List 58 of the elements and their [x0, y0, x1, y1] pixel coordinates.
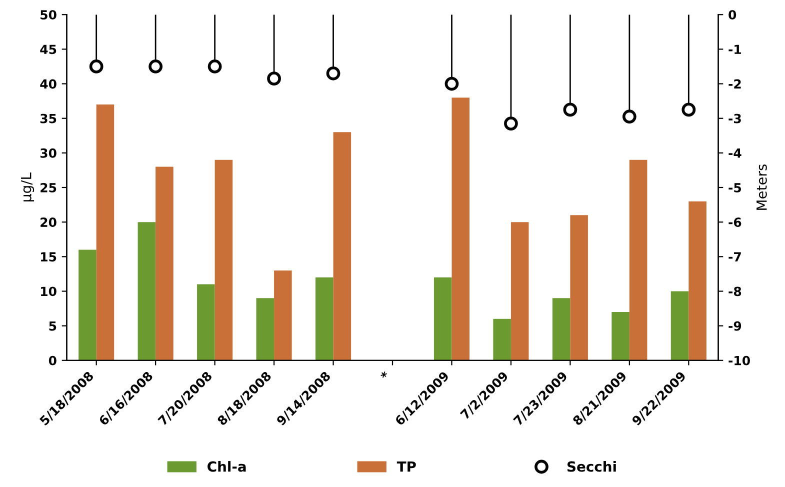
bar — [214, 160, 233, 360]
bar — [688, 201, 706, 360]
y-tick-label: 35 — [40, 114, 56, 124]
bar — [274, 270, 292, 360]
point — [444, 76, 459, 91]
y-tick-label: 0 — [48, 356, 56, 366]
y2-tick-label: -9 — [728, 321, 742, 331]
bar — [552, 298, 570, 360]
point — [267, 72, 281, 86]
bar — [197, 284, 215, 360]
y2-tick-label: -10 — [728, 356, 750, 366]
point — [622, 110, 636, 124]
bar — [96, 104, 114, 360]
legend-label: Chl-a — [208, 461, 246, 472]
point — [504, 116, 518, 130]
y2-tick-label: -4 — [728, 148, 742, 158]
bar — [670, 291, 689, 360]
y2-tick-label: -2 — [728, 79, 741, 89]
point — [208, 60, 222, 74]
point — [563, 102, 578, 117]
y-tick-label: 40 — [40, 79, 56, 89]
y2-axis-title: Meters — [756, 164, 767, 210]
legend-label: TP — [396, 461, 416, 472]
y2-tick-label: -1 — [728, 44, 742, 54]
y-tick-label: 5 — [49, 321, 56, 331]
y-tick-label: 50 — [40, 10, 56, 20]
y-tick-label: 10 — [41, 286, 56, 296]
y-tick-label: 25 — [40, 182, 56, 192]
y2-tick-label: -7 — [728, 252, 741, 262]
point — [148, 60, 163, 74]
bar — [434, 277, 452, 360]
bar — [138, 222, 156, 360]
bar — [78, 250, 96, 360]
bar — [333, 132, 352, 360]
bar — [156, 166, 174, 360]
point — [682, 102, 696, 117]
bar — [510, 222, 529, 360]
bar — [629, 160, 648, 360]
y-axis-title: µg/L — [21, 172, 34, 202]
bar — [570, 215, 588, 360]
point — [89, 60, 104, 74]
legend-label: Secchi — [567, 461, 616, 472]
y-tick-label: 15 — [41, 252, 56, 262]
y2-tick-label: -5 — [728, 183, 742, 192]
y2-tick-label: -6 — [728, 218, 742, 227]
y2-tick-label: -3 — [728, 114, 741, 124]
y2-tick-label: 0 — [728, 10, 736, 20]
y-tick-label: 20 — [40, 218, 56, 227]
y-tick-label: 30 — [40, 148, 56, 158]
bar — [612, 312, 630, 360]
y-tick-label: 45 — [40, 44, 56, 54]
bar — [452, 98, 470, 360]
bar — [316, 277, 334, 360]
y2-tick-label: -8 — [728, 286, 742, 296]
x-tick-label: * — [380, 370, 388, 379]
point — [326, 66, 340, 80]
bar — [493, 318, 511, 360]
bar — [256, 298, 274, 360]
